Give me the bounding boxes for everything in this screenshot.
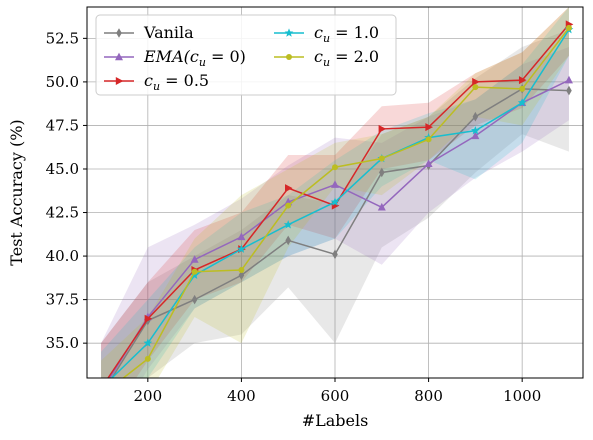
y-tick-label: 47.5 <box>46 116 79 134</box>
data-point <box>330 197 340 206</box>
x-tick-label: 1000 <box>503 387 541 405</box>
legend-label: cu = 0.5 <box>144 71 209 93</box>
data-point <box>519 85 526 92</box>
series-lines <box>97 20 574 401</box>
legend-item: Vanila <box>104 23 194 42</box>
y-tick-label: 52.5 <box>46 29 79 47</box>
data-point <box>518 76 527 85</box>
data-point <box>425 136 432 143</box>
legend-box <box>95 14 397 96</box>
data-point <box>565 24 572 31</box>
data-point <box>378 155 385 162</box>
x-tick-label: 200 <box>134 387 163 405</box>
y-tick-label: 50.0 <box>46 73 79 91</box>
confidence-band <box>101 7 569 378</box>
confidence-band <box>101 7 569 378</box>
data-point <box>116 28 122 38</box>
x-tick-label: 600 <box>321 387 350 405</box>
legend: Vanila EMA(cu = 0)cu = 0.5 cu = 1.0cu = 2.… <box>95 14 397 96</box>
data-point <box>144 355 151 362</box>
legend-label: cu = 1.0 <box>314 23 379 45</box>
data-point <box>190 270 199 279</box>
y-axis-label: Test Accuracy (%) <box>7 119 26 265</box>
data-point <box>286 54 292 60</box>
data-point <box>97 384 106 392</box>
data-point <box>331 180 339 188</box>
x-tick-label: 400 <box>227 387 256 405</box>
y-tick-label: 35.0 <box>46 334 79 352</box>
data-point <box>566 85 572 96</box>
confidence-band <box>101 7 569 378</box>
series-4 <box>98 24 572 398</box>
legend-item: cu = 0.5 <box>104 71 209 93</box>
data-point <box>425 123 433 132</box>
legend-item: cu = 2.0 <box>274 47 379 69</box>
data-point <box>332 164 338 171</box>
data-point <box>378 167 385 178</box>
data-point <box>517 98 527 107</box>
data-point <box>237 232 246 241</box>
data-point <box>237 244 246 253</box>
data-point <box>472 111 479 122</box>
data-point <box>472 77 480 86</box>
data-point <box>285 202 292 209</box>
data-point <box>143 338 153 347</box>
y-tick-label: 40.0 <box>46 247 79 265</box>
data-point <box>191 268 198 275</box>
data-point <box>377 202 386 211</box>
legend-label: Vanila <box>143 23 194 42</box>
data-point <box>564 75 573 84</box>
data-point <box>98 391 104 401</box>
data-point <box>283 220 293 229</box>
data-point <box>332 249 338 260</box>
data-point <box>191 294 198 305</box>
legend-item: cu = 1.0 <box>274 23 379 45</box>
legend-label: EMA(cu = 0) <box>143 47 246 69</box>
confidence-band <box>101 47 569 378</box>
data-point <box>424 159 433 167</box>
data-point <box>472 84 479 91</box>
data-point <box>284 28 294 37</box>
data-point <box>285 184 293 193</box>
data-point <box>378 124 387 133</box>
data-point <box>115 77 124 85</box>
data-point <box>97 388 105 396</box>
data-point <box>98 384 106 392</box>
y-tick-label: 42.5 <box>46 204 79 222</box>
data-point <box>238 270 245 281</box>
legend-label: cu = 2.0 <box>314 47 379 69</box>
data-point <box>190 255 199 263</box>
y-tick-label: 45.0 <box>46 160 79 178</box>
data-point <box>238 267 245 274</box>
x-axis-label: #Labels <box>302 411 369 430</box>
data-point <box>115 52 123 61</box>
data-point <box>98 392 104 398</box>
data-point <box>285 235 292 246</box>
legend-item: EMA(cu = 0) <box>104 47 246 69</box>
data-point <box>144 314 153 323</box>
data-point <box>471 126 480 135</box>
data-point <box>471 131 480 140</box>
x-tick-label: 800 <box>414 387 443 405</box>
axis-ticks: 200 400 600 800 1000 35.0 37.5 40.0 42.5 45.0 47.5… <box>46 29 542 405</box>
y-tick-label: 37.5 <box>46 291 79 309</box>
